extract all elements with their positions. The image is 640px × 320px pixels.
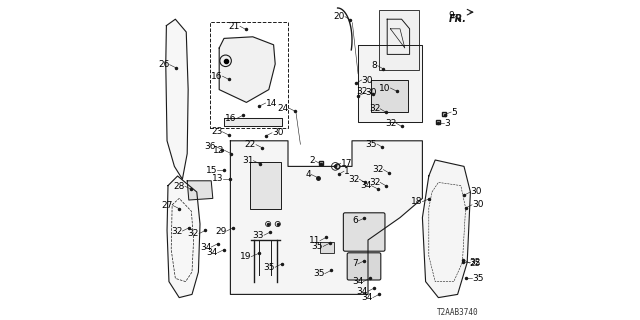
Text: 14: 14: [266, 99, 277, 108]
Text: 29: 29: [215, 227, 227, 236]
Text: 34: 34: [352, 277, 364, 286]
Polygon shape: [224, 118, 282, 126]
Polygon shape: [187, 181, 212, 200]
Polygon shape: [166, 19, 188, 179]
Text: 23: 23: [211, 127, 223, 136]
Text: 30: 30: [362, 76, 373, 84]
Text: 32: 32: [188, 229, 199, 238]
Text: 26: 26: [158, 60, 170, 69]
Text: 20: 20: [333, 12, 345, 21]
Polygon shape: [219, 37, 275, 102]
Polygon shape: [358, 45, 422, 122]
Text: 35: 35: [314, 269, 325, 278]
Text: 35: 35: [472, 274, 483, 283]
Text: 32: 32: [171, 227, 182, 236]
Text: 32: 32: [348, 175, 360, 184]
Text: 30: 30: [472, 200, 483, 209]
Text: 7: 7: [352, 260, 358, 268]
Text: 17: 17: [340, 159, 352, 168]
Text: 30: 30: [365, 88, 376, 97]
Text: FR.: FR.: [449, 14, 467, 24]
Polygon shape: [422, 160, 470, 298]
Bar: [371, 80, 408, 112]
Text: 22: 22: [244, 140, 256, 149]
Text: 34: 34: [356, 287, 368, 296]
Text: 16: 16: [211, 72, 223, 81]
Text: 21: 21: [228, 22, 240, 31]
Text: 24: 24: [278, 104, 289, 113]
Text: 34: 34: [200, 243, 211, 252]
Text: 33: 33: [253, 231, 264, 240]
Polygon shape: [230, 141, 422, 294]
Text: 6: 6: [353, 216, 358, 225]
Text: 4: 4: [305, 170, 311, 179]
Text: 19: 19: [240, 252, 251, 261]
Text: 25: 25: [470, 259, 481, 268]
Text: 32: 32: [369, 104, 380, 113]
Text: 30: 30: [272, 128, 284, 137]
Text: 18: 18: [411, 197, 422, 206]
Polygon shape: [167, 176, 200, 298]
FancyBboxPatch shape: [347, 253, 381, 280]
Text: 10: 10: [379, 84, 390, 92]
Text: 28: 28: [173, 182, 185, 191]
Bar: [320, 242, 335, 253]
Text: 32: 32: [369, 178, 380, 187]
Text: 34: 34: [206, 248, 218, 257]
Text: 8: 8: [372, 61, 378, 70]
Text: 30: 30: [470, 188, 482, 196]
Text: 31: 31: [242, 156, 253, 165]
FancyBboxPatch shape: [344, 213, 385, 251]
Text: 12: 12: [213, 146, 225, 155]
Text: 11: 11: [308, 236, 320, 245]
Text: 32: 32: [470, 258, 481, 267]
Text: 35: 35: [365, 140, 377, 148]
FancyBboxPatch shape: [380, 10, 419, 70]
Text: 2: 2: [310, 156, 315, 165]
Text: 13: 13: [212, 174, 223, 183]
Text: 1: 1: [344, 167, 349, 176]
Text: 32: 32: [372, 165, 383, 174]
Text: 34: 34: [360, 181, 371, 190]
Text: 3: 3: [444, 119, 450, 128]
Text: 5: 5: [451, 108, 457, 116]
Text: 32: 32: [385, 119, 396, 128]
Text: 15: 15: [205, 166, 217, 175]
Text: 32: 32: [356, 87, 367, 96]
Text: 36: 36: [205, 142, 216, 151]
Text: T2AAB3740: T2AAB3740: [436, 308, 479, 317]
Text: 16: 16: [225, 114, 237, 123]
Text: 27: 27: [161, 201, 173, 210]
Text: 9: 9: [448, 11, 454, 20]
Text: 35: 35: [312, 242, 323, 251]
Text: 34: 34: [362, 293, 372, 302]
FancyBboxPatch shape: [250, 162, 281, 209]
Text: 35: 35: [264, 263, 275, 272]
